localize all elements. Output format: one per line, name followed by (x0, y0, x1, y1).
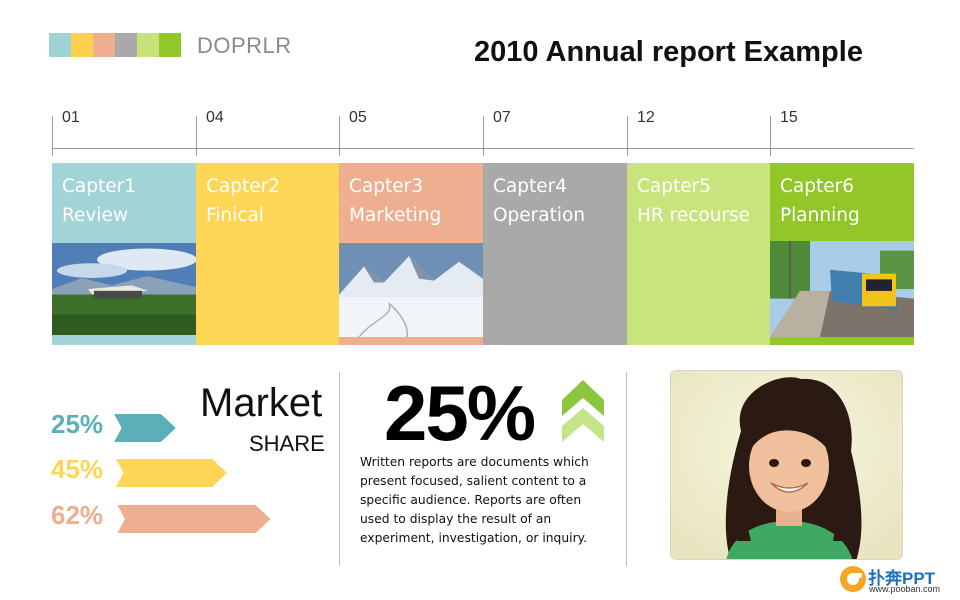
color-swatch (137, 33, 159, 57)
brand-name: DOPRLR (197, 33, 292, 58)
timeline-tick (339, 116, 340, 156)
timeline-tick (627, 116, 628, 156)
timeline-tick-label: 07 (493, 109, 511, 126)
color-swatch (93, 33, 115, 57)
market-share-label: 45% (51, 454, 104, 484)
color-swatch (49, 33, 71, 57)
timeline-tick (52, 116, 53, 156)
chapter-label: Capter1 Review (62, 172, 136, 230)
chapter-label: Capter3 Marketing (349, 172, 441, 230)
chapter-block[interactable]: Capter4 Operation (483, 163, 627, 345)
page-title: 2010 Annual report Example (474, 36, 863, 68)
smiling-girl-photo (670, 370, 903, 560)
chapter-number: Capter6 (780, 176, 855, 197)
color-swatch (159, 33, 181, 57)
chapter-block[interactable]: Capter5 HR recourse (627, 163, 771, 345)
pooban-logo-icon (840, 566, 866, 592)
landscape-with-building-image (52, 243, 196, 335)
timeline-tick-label: 12 (637, 109, 655, 126)
timeline-tick-label: 05 (349, 109, 367, 126)
chapter-block[interactable]: Capter1 Review (52, 163, 196, 345)
chapter-number: Capter5 (637, 176, 712, 197)
chapter-block[interactable]: Capter2 Finical (196, 163, 340, 345)
divider (626, 372, 627, 566)
stat-description: Written reports are documents which pres… (360, 455, 589, 545)
chapter-label: Capter6 Planning (780, 172, 860, 230)
timeline-tick-label: 01 (62, 109, 80, 126)
chapter-block[interactable]: Capter3 Marketing (339, 163, 483, 345)
snowy-mountains-image (339, 243, 483, 337)
chapter-number: Capter1 (62, 176, 137, 197)
chapter-number: Capter2 (206, 176, 281, 197)
train-station-image (770, 241, 914, 337)
market-share-arrow (117, 505, 271, 533)
market-title: Market (200, 381, 323, 425)
timeline-tick-label: 15 (780, 109, 798, 126)
chapter-number: Capter4 (493, 176, 568, 197)
timeline-tick (196, 116, 197, 156)
market-share-arrow (115, 459, 228, 487)
chapter-title: Marketing (349, 205, 442, 226)
market-subtitle: SHARE (249, 431, 325, 456)
chapter-title: Planning (780, 205, 860, 226)
big-percentage: 25% (384, 369, 536, 457)
color-swatch (71, 33, 93, 57)
double-chevron-up-icon (562, 380, 604, 442)
divider (339, 372, 340, 566)
chapter-label: Capter4 Operation (493, 172, 585, 230)
chapter-title: Finical (206, 205, 264, 226)
chapter-number: Capter3 (349, 176, 424, 197)
timeline-tick-label: 04 (206, 109, 224, 126)
chapter-block[interactable]: Capter6 Planning (770, 163, 914, 345)
logo-text: 扑奔PPT (868, 569, 936, 588)
color-swatch (115, 33, 137, 57)
market-share-arrow (114, 414, 176, 442)
timeline-tick (770, 116, 771, 156)
chapter-title: HR recourse (637, 205, 751, 226)
chapter-title: Review (62, 205, 129, 226)
chapter-label: Capter5 HR recourse (637, 172, 750, 230)
chapter-title: Operation (493, 205, 586, 226)
color-swatch-strip (49, 33, 181, 57)
logo-url: www.pooban.com (869, 584, 941, 594)
timeline-tick (483, 116, 484, 156)
market-share-label: 25% (51, 409, 104, 439)
chapter-label: Capter2 Finical (206, 172, 280, 230)
market-share-label: 62% (51, 500, 104, 530)
